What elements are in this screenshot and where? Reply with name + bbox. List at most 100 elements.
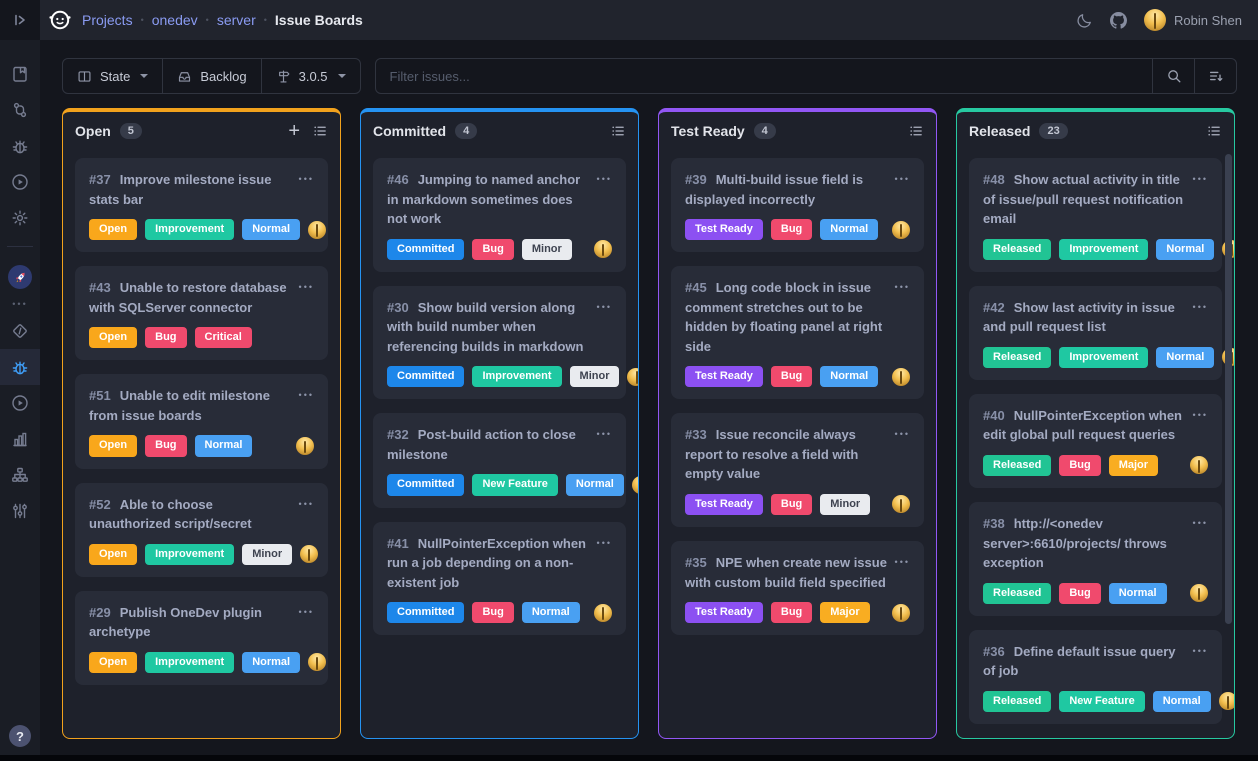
assignee-avatar	[1190, 456, 1208, 475]
sidebar-overflow-ellipsis[interactable]: •••	[12, 299, 28, 309]
column-menu-button[interactable]	[1206, 123, 1222, 139]
issue-card[interactable]: #52 Able to choose unauthorized script/se…	[75, 482, 328, 577]
sidebar-item-project-code[interactable]	[0, 313, 40, 349]
add-card-button[interactable]: +	[288, 120, 300, 142]
issue-card[interactable]: #48 Show actual activity in title of issu…	[969, 158, 1234, 272]
card-menu-button[interactable]: •••	[895, 278, 910, 292]
assignee-avatar	[892, 603, 910, 622]
issue-card[interactable]: #43 Unable to restore database with SQLSe…	[75, 266, 328, 361]
sidebar-item-builds[interactable]	[0, 164, 40, 200]
breadcrumb-separator: •	[140, 15, 144, 25]
issue-tag: Open	[89, 219, 138, 241]
card-menu-button[interactable]: •••	[597, 534, 612, 548]
search-button[interactable]	[1152, 59, 1194, 93]
column-title: Open	[75, 123, 111, 139]
sidebar-item-child-projects[interactable]	[0, 457, 40, 493]
card-menu-button[interactable]: •••	[597, 298, 612, 312]
card-menu-button[interactable]: •••	[1193, 642, 1208, 656]
issue-tag: Released	[983, 582, 1052, 604]
issue-tag: Committed	[387, 366, 465, 388]
assignee-avatar	[300, 545, 319, 564]
card-menu-button[interactable]: •••	[1193, 406, 1208, 420]
onedev-logo[interactable]	[40, 8, 80, 32]
dark-mode-moon-icon[interactable]	[1076, 12, 1093, 29]
issue-card[interactable]: #41 NullPointerException when run a job d…	[373, 521, 626, 636]
issue-title-text: Jumping to named anchor in markdown some…	[387, 172, 581, 226]
breadcrumb-item[interactable]: server	[216, 12, 256, 28]
board-select-button[interactable]: State	[63, 59, 164, 93]
issue-tag: Bug	[472, 602, 514, 624]
issue-tags: Test Ready Bug Normal	[685, 219, 910, 241]
issue-card[interactable]: #38 http://<onedev server>:6610/projects/…	[969, 502, 1222, 616]
sidebar-item-project-stats[interactable]	[0, 421, 40, 457]
column-menu-button[interactable]	[312, 123, 328, 139]
github-icon[interactable]	[1110, 11, 1128, 29]
user-menu[interactable]: Robin Shen	[1144, 9, 1242, 31]
issue-card-header: #29 Publish OneDev plugin archetype •••	[89, 603, 314, 642]
column-scrollbar[interactable]	[1225, 154, 1232, 624]
issue-card[interactable]: #37 Improve milestone issue stats bar •••…	[75, 158, 328, 253]
sidebar-expand-button[interactable]	[0, 0, 40, 40]
issue-title: #29 Publish OneDev plugin archetype	[89, 603, 293, 642]
issue-card[interactable]: #30 Show build version along with build n…	[373, 285, 638, 400]
issue-id: #42	[983, 299, 1005, 315]
card-menu-button[interactable]: •••	[299, 278, 314, 292]
sidebar-item-code[interactable]	[0, 56, 40, 92]
issue-tag: Bug	[472, 238, 514, 260]
assignee-avatar	[892, 495, 910, 514]
issue-card[interactable]: #35 NPE when create new issue with custom…	[671, 541, 924, 636]
card-menu-button[interactable]: •••	[1193, 514, 1208, 528]
card-menu-button[interactable]: •••	[597, 170, 612, 184]
board: Open 5 + #37 Impr	[40, 94, 1258, 739]
issue-card[interactable]: #51 Unable to edit milestone from issue b…	[75, 374, 328, 469]
issue-title-text: Post-build action to close milestone	[387, 427, 576, 462]
issue-card[interactable]: #33 Issue reconcile always report to reso…	[671, 413, 924, 528]
backlog-button[interactable]: Backlog	[163, 59, 262, 93]
milestone-label: 3.0.5	[298, 68, 328, 84]
issue-tags: Released Bug Normal	[983, 582, 1208, 604]
issue-card[interactable]: #40 NullPointerException when edit global…	[969, 393, 1222, 489]
card-menu-button[interactable]: •••	[299, 495, 314, 509]
sidebar-item-pull-requests[interactable]	[0, 92, 40, 128]
issue-title-text: Show actual activity in title of issue/p…	[983, 172, 1184, 226]
card-menu-button[interactable]: •••	[895, 425, 910, 439]
card-menu-button[interactable]: •••	[895, 553, 910, 567]
sidebar-item-administration[interactable]	[0, 200, 40, 236]
filter-issues-input[interactable]	[375, 59, 1152, 93]
card-menu-button[interactable]: •••	[895, 170, 910, 184]
sidebar-item-project-settings[interactable]	[0, 493, 40, 529]
sidebar-item-project-builds[interactable]	[0, 385, 40, 421]
assignee-avatar	[627, 367, 638, 386]
card-menu-button[interactable]: •••	[1193, 170, 1208, 184]
order-button[interactable]	[1194, 59, 1236, 93]
milestone-button[interactable]: 3.0.5	[262, 59, 360, 93]
card-menu-button[interactable]: •••	[299, 386, 314, 400]
issue-card[interactable]: #34Display open milestones first when ch…	[969, 737, 1222, 738]
column-menu-button[interactable]	[908, 123, 924, 139]
breadcrumb-item[interactable]: Projects	[82, 12, 133, 28]
issue-card-header: #39 Multi-build issue field is displayed …	[685, 170, 910, 209]
issue-card[interactable]: #42 Show last activity in issue and pull …	[969, 285, 1234, 380]
issue-tags: Released Improvement Normal	[983, 238, 1234, 260]
issue-title-text: http://<onedev server>:6610/projects/ th…	[983, 516, 1167, 571]
issue-card[interactable]: #39 Multi-build issue field is displayed …	[671, 158, 924, 253]
column-menu-button[interactable]	[610, 123, 626, 139]
issue-id: #41	[387, 535, 409, 551]
issue-card[interactable]: #29 Publish OneDev plugin archetype ••• O…	[75, 590, 328, 685]
issue-tag: Bug	[145, 327, 187, 349]
issue-tag: Released	[983, 690, 1052, 712]
help-button[interactable]: ?	[9, 725, 31, 747]
breadcrumb-item[interactable]: onedev	[151, 12, 198, 28]
issue-card[interactable]: #36 Define default issue query of job •••…	[969, 629, 1234, 724]
play-circle-icon	[11, 394, 29, 412]
issue-card[interactable]: #46 Jumping to named anchor in markdown s…	[373, 158, 626, 272]
issue-card[interactable]: #32 Post-build action to close milestone …	[373, 413, 638, 508]
card-menu-button[interactable]: •••	[597, 425, 612, 439]
sidebar-project-avatar[interactable]	[0, 259, 40, 295]
sidebar-item-issues[interactable]	[0, 128, 40, 164]
card-menu-button[interactable]: •••	[299, 170, 314, 184]
sidebar-item-project-issues[interactable]	[0, 349, 40, 385]
card-menu-button[interactable]: •••	[1193, 298, 1208, 312]
card-menu-button[interactable]: •••	[299, 603, 314, 617]
issue-card[interactable]: #45 Long code block in issue comment stre…	[671, 266, 924, 400]
